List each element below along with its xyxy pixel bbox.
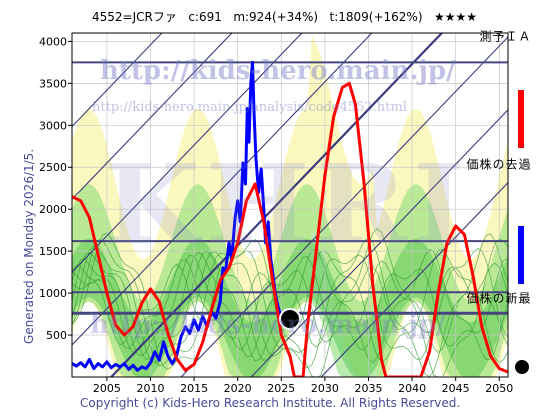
x-tick-label: 2010 (136, 382, 164, 395)
plot-frame (71, 32, 509, 378)
y-tick-label: 500 (46, 329, 67, 342)
x-tick-label: 2025 (267, 382, 295, 395)
y-tick-label: 1000 (39, 287, 67, 300)
mid-target: m:924(+34%) (233, 10, 319, 24)
channel-line (72, 33, 303, 273)
y-axis-ticks: 500 1000 1500 2000 2500 3000 3500 4000 (39, 35, 72, 342)
channel-line (320, 181, 508, 377)
target-price: t:1809(+162%) (329, 10, 423, 24)
generated-date: Generated on Monday 2026/1/5. (22, 148, 36, 344)
watermark-url: http://kids-hero.main.jp/ (100, 56, 456, 86)
series-lines (72, 60, 508, 377)
latest-point-layer (279, 308, 301, 331)
chart-header: 4552=JCRファ c:691 m:924(+34%) t:1809(+162… (92, 8, 477, 25)
legend-forecast-swatch (518, 90, 524, 148)
rating-stars: ★★★★ (433, 10, 477, 24)
x-tick-label: 2020 (224, 382, 252, 395)
watermark-url-bottom: http://kids-hero.main.jp/ (90, 310, 446, 340)
x-tick-label: 2045 (442, 382, 470, 395)
y-tick-label: 2500 (39, 161, 67, 174)
channel-line (72, 33, 233, 201)
x-tick-label: 2050 (485, 382, 513, 395)
legend-past-swatch (518, 226, 524, 284)
x-tick-label: 2015 (180, 382, 208, 395)
x-axis-ticks: 2005 2010 2015 2020 2025 2030 2035 2040 2045 2050 (93, 377, 513, 395)
y-tick-label: 2000 (39, 203, 67, 216)
current-price: c:691 (188, 10, 222, 24)
latest-price-marker (279, 308, 301, 331)
y-tick-label: 3000 (39, 119, 67, 132)
legend-latest-label: 最新の株価 (465, 292, 531, 304)
forecast-line (72, 81, 508, 377)
legend-forecast-label: ＡＩ予測 (478, 30, 531, 42)
legend-past-label: 過去の株価 (465, 158, 531, 170)
stock-code: 4552=JCRファ (92, 10, 177, 24)
watermark-logo: KHRI (104, 140, 471, 269)
copyright-text: Copyright (c) Kids-Hero Research Institu… (80, 396, 461, 410)
legend-latest-swatch (515, 360, 529, 374)
green-core-band (72, 238, 508, 377)
y-tick-label: 1500 (39, 245, 67, 258)
watermark-path: http://kids-hero.main.jp/analysis/code45… (92, 100, 407, 115)
y-tick-label: 3500 (39, 77, 67, 90)
x-tick-label: 2040 (398, 382, 426, 395)
x-tick-label: 2005 (93, 382, 121, 395)
scenario-line (72, 233, 508, 377)
channel-line (180, 36, 508, 377)
channel-line (250, 109, 508, 377)
x-tick-label: 2035 (354, 382, 382, 395)
x-tick-label: 2030 (311, 382, 339, 395)
y-tick-label: 4000 (39, 35, 67, 48)
